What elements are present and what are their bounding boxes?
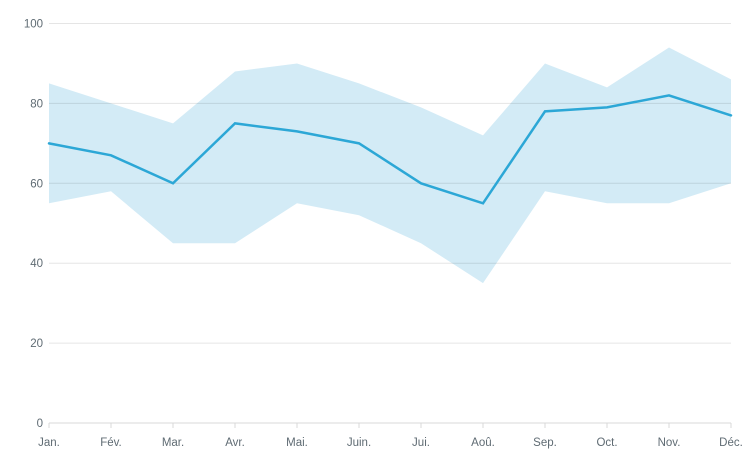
x-axis-label: Sep. [533,437,557,449]
y-axis-label: 80 [30,98,43,110]
x-axis-label: Jan. [38,437,60,449]
y-axis-label: 60 [30,178,43,190]
x-axis-label: Nov. [658,437,681,449]
x-axis-label: Déc. [719,437,743,449]
y-axis-label: 20 [30,338,43,350]
data-line [47,94,733,205]
x-axis-label: Mar. [162,437,184,449]
x-axis-label: Juin. [347,437,371,449]
confidence-band [49,47,731,284]
x-axis-label: Avr. [225,437,245,449]
y-axis-label: 40 [30,258,43,270]
x-axis-label: Mai. [286,437,308,449]
x-axis-label: Oct. [596,437,617,449]
x-axis-label: Fév. [100,437,122,449]
y-axis-label: 100 [24,19,43,31]
x-axis-label: Jui. [412,437,430,449]
x-axis-label: Aoû. [471,437,495,449]
y-axis-label: 0 [37,418,43,430]
